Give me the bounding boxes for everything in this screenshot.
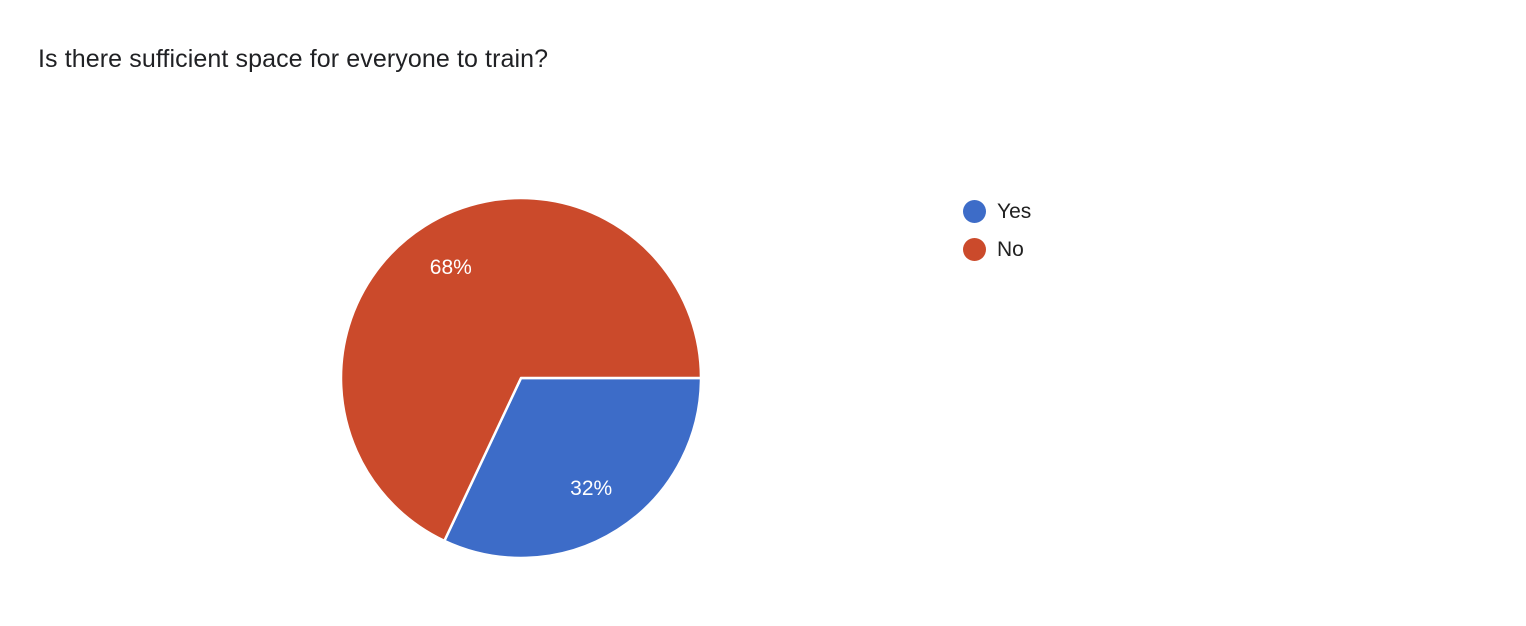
- pie-slice-no[interactable]: [339, 196, 703, 543]
- legend-dot-yes: [963, 200, 986, 223]
- legend-item-yes: Yes: [963, 199, 1031, 224]
- legend: Yes No: [963, 199, 1031, 262]
- pie-slice-yes[interactable]: [443, 376, 703, 560]
- legend-item-no: No: [963, 237, 1031, 262]
- chart-title: Is there sufficient space for everyone t…: [38, 45, 549, 73]
- slice-label-no: 68%: [430, 256, 472, 279]
- legend-dot-no: [963, 238, 986, 261]
- slice-label-yes: 32%: [570, 477, 612, 500]
- legend-label-no: No: [997, 238, 1024, 261]
- legend-label-yes: Yes: [997, 200, 1032, 223]
- pie-chart: 32% 68%: [339, 196, 703, 560]
